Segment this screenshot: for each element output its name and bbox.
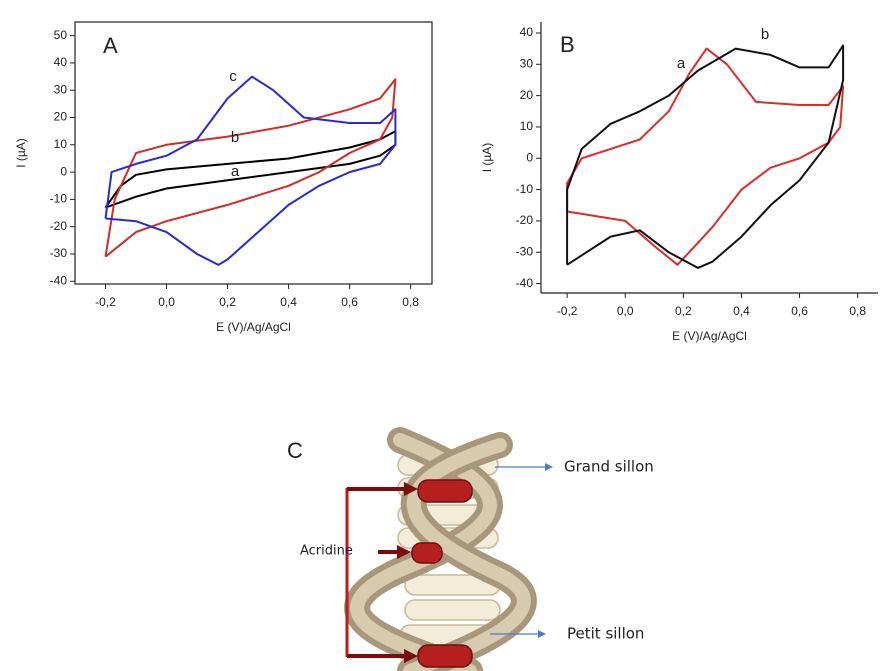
plot-frame bbox=[74, 21, 433, 285]
y-tick-label: 10 bbox=[54, 137, 68, 151]
y-tick-label: 40 bbox=[520, 25, 534, 39]
y-tick-label: 50 bbox=[54, 28, 68, 42]
major-groove-label: Grand sillon bbox=[564, 458, 654, 476]
cv-curve bbox=[566, 47, 845, 266]
panel-letter: A bbox=[103, 33, 118, 58]
cv-chart: -40 -30 -20 -10 0 10 20 30 40 50 -0,2 0,0 0,2 0,4 0,6 0… bbox=[14, 21, 433, 334]
x-tick-label: 0,8 bbox=[402, 295, 419, 309]
x-tick-label: 0,6 bbox=[791, 304, 808, 318]
y-tick-label: 30 bbox=[520, 56, 534, 70]
x-axis-title: E (V)/Ag/AgCl bbox=[672, 329, 747, 343]
panel-letter: C bbox=[287, 438, 303, 463]
cv-chart: -40 -30 -20 -10 0 10 20 30 40 -0,2 0,0 0,2 0,4 0,6 0,8… bbox=[480, 22, 878, 343]
x-tick-label: 0,8 bbox=[849, 304, 866, 318]
y-tick-label: -40 bbox=[516, 276, 534, 290]
pointer-arrows bbox=[345, 482, 418, 663]
minor-groove-label: Petit sillon bbox=[567, 625, 644, 643]
cv-curve bbox=[104, 75, 397, 266]
curve-label: b bbox=[231, 129, 239, 146]
y-tick-label: -20 bbox=[516, 213, 534, 227]
cv-curve bbox=[104, 130, 397, 209]
x-tick-label: 0,4 bbox=[733, 304, 750, 318]
y-tick-label: 10 bbox=[520, 119, 534, 133]
x-tick-label: 0,0 bbox=[158, 295, 175, 309]
x-tick-label: 0,0 bbox=[617, 304, 634, 318]
cv-curve bbox=[104, 78, 397, 258]
curve-label: a bbox=[677, 55, 686, 72]
helix-strands bbox=[344, 427, 537, 671]
y-tick-label: 0 bbox=[60, 164, 67, 178]
dna-diagram: C bbox=[287, 427, 654, 671]
x-tick-label: -0,2 bbox=[95, 295, 116, 309]
curve-label: b bbox=[761, 26, 769, 43]
y-tick-label: -20 bbox=[50, 219, 68, 233]
y-tick-label: 20 bbox=[54, 110, 68, 124]
x-tick-label: 0,2 bbox=[219, 295, 236, 309]
y-tick-label: 30 bbox=[54, 82, 68, 96]
y-tick-label: 40 bbox=[54, 55, 68, 69]
x-tick-label: 0,4 bbox=[280, 295, 297, 309]
x-tick-label: 0,2 bbox=[675, 304, 692, 318]
y-tick-label: -30 bbox=[516, 244, 534, 258]
groove-arrows bbox=[490, 463, 553, 638]
intercalator-label: Acridine bbox=[300, 544, 353, 559]
y-axis-title: I (µA) bbox=[14, 138, 28, 168]
x-axis-title: E (V)/Ag/AgCl bbox=[216, 320, 291, 334]
x-tick-label: -0,2 bbox=[557, 304, 578, 318]
panel-letter: B bbox=[560, 32, 575, 57]
y-tick-label: -30 bbox=[50, 246, 68, 260]
x-tick-label: 0,6 bbox=[341, 295, 358, 309]
curve-label: c bbox=[229, 68, 237, 85]
y-tick-label: 0 bbox=[526, 150, 533, 164]
y-axis-title: I (µA) bbox=[480, 143, 494, 173]
y-tick-label: -10 bbox=[516, 182, 534, 196]
intercalators bbox=[411, 479, 473, 668]
y-tick-label: -40 bbox=[50, 273, 68, 287]
curve-label: a bbox=[231, 163, 240, 180]
y-tick-label: -10 bbox=[50, 192, 68, 206]
y-tick-label: 20 bbox=[520, 88, 534, 102]
cv-curve bbox=[566, 44, 845, 269]
